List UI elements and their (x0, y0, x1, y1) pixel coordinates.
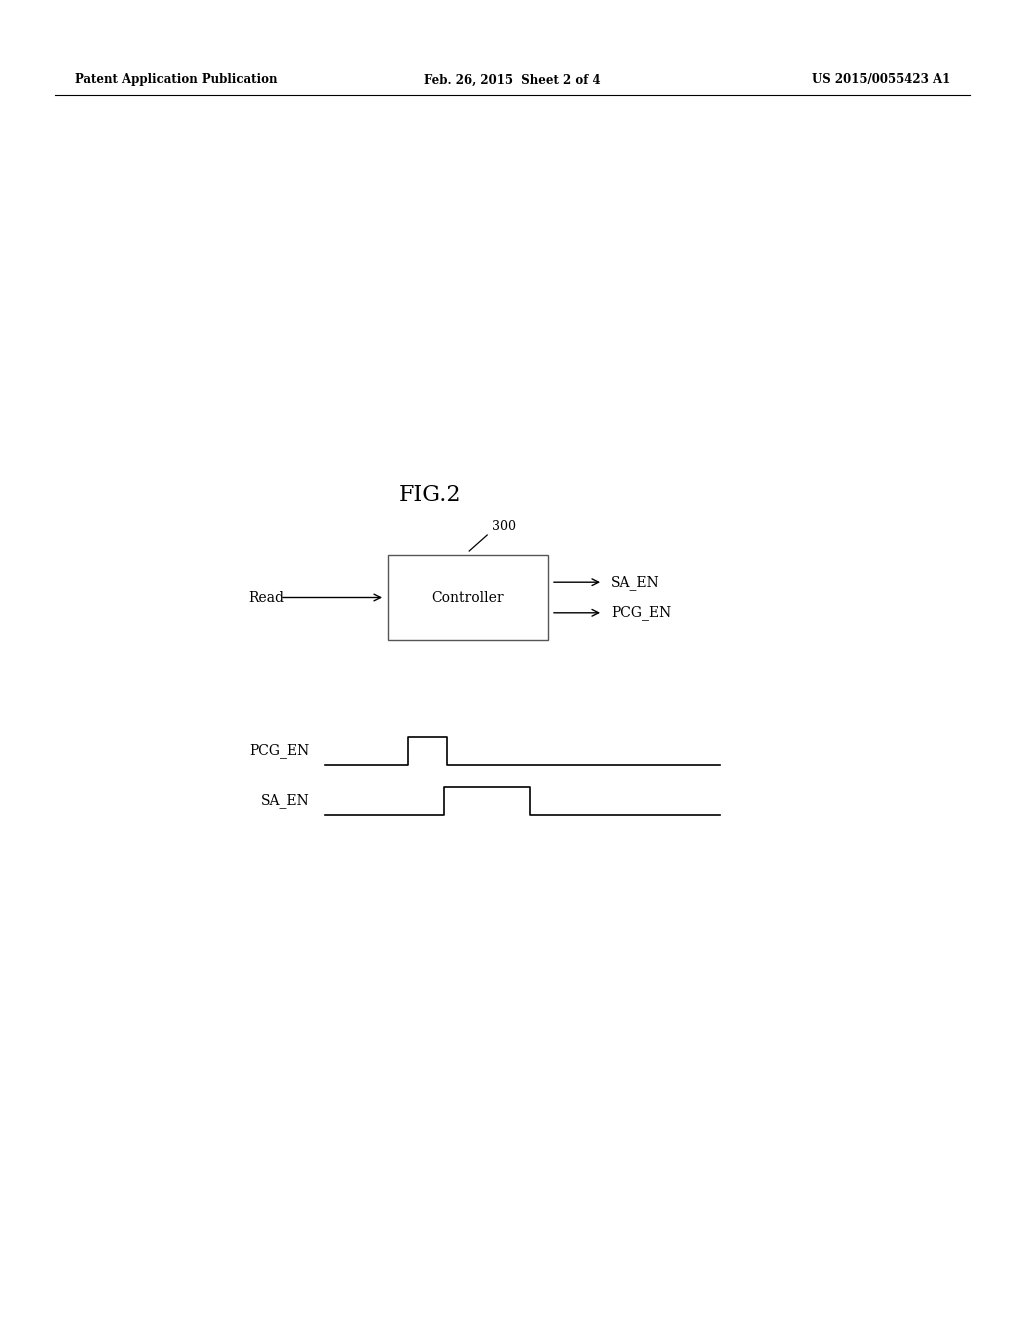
Text: US 2015/0055423 A1: US 2015/0055423 A1 (812, 74, 950, 87)
Text: Controller: Controller (432, 590, 504, 605)
Text: 300: 300 (493, 520, 516, 533)
Text: FIG.2: FIG.2 (398, 484, 461, 506)
Text: SA_EN: SA_EN (611, 574, 659, 590)
Text: PCG_EN: PCG_EN (611, 606, 672, 620)
Bar (388, 554, 548, 640)
Text: SA_EN: SA_EN (261, 793, 310, 808)
Text: Read: Read (248, 590, 284, 605)
Text: Patent Application Publication: Patent Application Publication (75, 74, 278, 87)
Text: PCG_EN: PCG_EN (250, 743, 310, 759)
Text: Feb. 26, 2015  Sheet 2 of 4: Feb. 26, 2015 Sheet 2 of 4 (424, 74, 600, 87)
